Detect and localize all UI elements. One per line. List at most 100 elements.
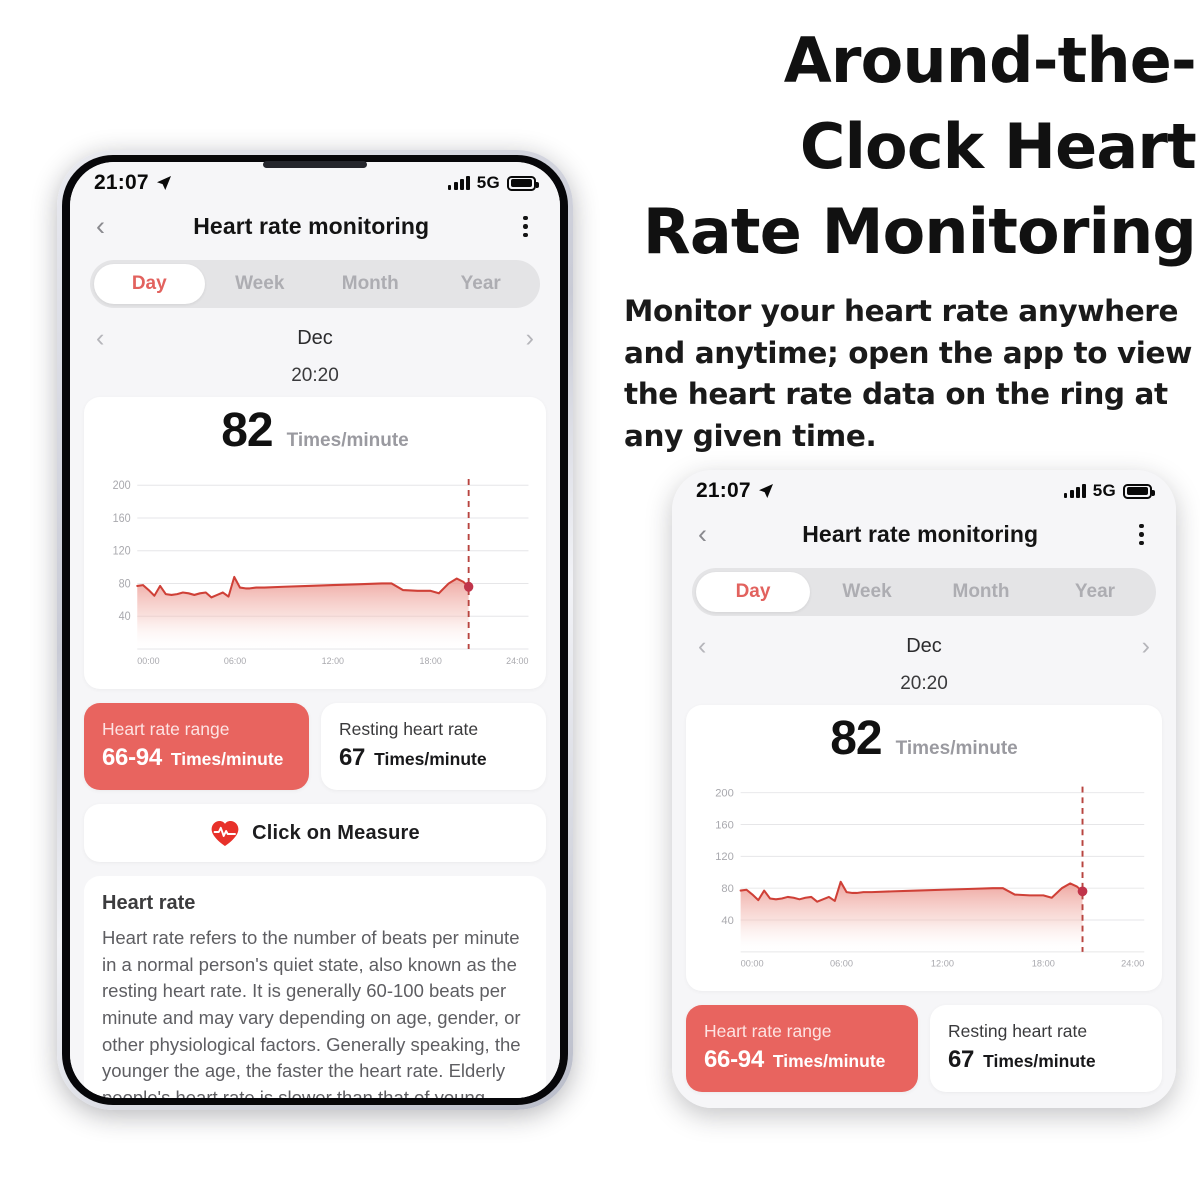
heart-rate-range-card[interactable]: Heart rate range 66-94 Times/minute [84, 703, 309, 790]
stat-unit: Times/minute [772, 1051, 886, 1071]
svg-text:06:00: 06:00 [830, 958, 853, 968]
bpm-unit: Times/minute [286, 430, 409, 451]
next-date-button[interactable]: › [525, 324, 534, 352]
more-vertical-icon[interactable] [517, 214, 534, 240]
resting-heart-rate-card[interactable]: Resting heart rate 67 Times/minute [930, 1005, 1162, 1092]
battery-full-icon [1123, 483, 1155, 499]
bpm-value: 82 [221, 404, 273, 457]
heart-rate-chart-card: 82 Times/minute 200 160 120 80 40 00:00 06:00 1… [84, 397, 546, 689]
battery-full-icon [507, 175, 539, 191]
svg-text:80: 80 [721, 883, 733, 895]
svg-text:200: 200 [715, 788, 734, 800]
stat-number: 67 [339, 744, 366, 771]
tab-week[interactable]: Week [842, 581, 892, 602]
screen-title: Heart rate monitoring [193, 213, 430, 239]
stat-label: Resting heart rate [339, 719, 479, 739]
heart-rate-app-secondary: 21:07 5G ‹ Heart rate monitoring Day [672, 470, 1176, 1108]
stat-number: 66-94 [704, 1046, 764, 1073]
next-date-button[interactable]: › [1141, 632, 1150, 660]
status-bar: 21:07 5G [70, 162, 560, 197]
stat-number: 66-94 [102, 744, 162, 771]
svg-text:00:00: 00:00 [137, 656, 159, 666]
stat-label: Heart rate range [102, 719, 230, 739]
svg-text:00:00: 00:00 [741, 958, 764, 968]
heart-rate-range-card[interactable]: Heart rate range 66-94 Times/minute [686, 1005, 918, 1092]
prev-date-button[interactable]: ‹ [96, 324, 105, 352]
screen-title: Heart rate monitoring [802, 521, 1039, 547]
current-reading: 82 Times/minute [84, 397, 546, 461]
network-label: 5G [476, 173, 500, 192]
status-bar-left: 21:07 [696, 479, 774, 503]
info-title: Heart rate [102, 892, 196, 914]
status-time: 21:07 [94, 171, 149, 194]
current-reading: 82 Times/minute [686, 705, 1162, 769]
date-label: Dec [906, 635, 942, 657]
stat-value: 66-94 Times/minute [102, 744, 291, 772]
svg-text:40: 40 [119, 611, 131, 623]
tab-day[interactable]: Day [696, 572, 810, 612]
status-time: 21:07 [696, 479, 751, 502]
status-bar-left: 21:07 [94, 171, 172, 195]
location-arrow-icon [156, 175, 172, 191]
svg-text:160: 160 [715, 819, 734, 831]
date-selector: ‹ Dec › [672, 616, 1176, 663]
svg-text:12:00: 12:00 [931, 958, 954, 968]
tab-week[interactable]: Week [235, 273, 285, 294]
status-bar-right: 5G [447, 173, 539, 193]
heart-pulse-icon [210, 820, 240, 847]
prev-date-button[interactable]: ‹ [698, 632, 707, 660]
tab-year[interactable]: Year [1074, 581, 1116, 602]
heart-rate-chart[interactable]: 200 160 120 80 40 00:00 06:00 12:00 18:00 24:00 [84, 461, 546, 689]
heart-rate-line-chart[interactable]: 200 160 120 80 40 00:00 06:00 12:00 18:00 24:00 [696, 775, 1152, 981]
marketing-body: Monitor your heart rate anywhere and any… [624, 293, 1192, 454]
page-title: Around-the- Clock Heart Rate Monitoring [642, 24, 1197, 269]
stat-unit: Times/minute [983, 1051, 1096, 1071]
app-navbar: ‹ Heart rate monitoring [70, 197, 560, 254]
measure-label: Click on Measure [252, 821, 420, 844]
tab-year[interactable]: Year [460, 273, 501, 294]
svg-text:18:00: 18:00 [1032, 958, 1055, 968]
measure-button[interactable]: Click on Measure [84, 804, 546, 862]
stat-label: Resting heart rate [948, 1021, 1088, 1041]
stat-number: 67 [948, 1046, 975, 1073]
back-button[interactable]: ‹ [698, 519, 707, 549]
svg-text:24:00: 24:00 [506, 656, 528, 666]
period-tabs: Day Week Month Year [692, 568, 1156, 616]
heart-rate-app: 21:07 5G ‹ H [70, 162, 560, 1098]
earpiece-speaker [263, 161, 367, 168]
svg-text:18:00: 18:00 [419, 656, 441, 666]
location-arrow-icon [758, 483, 774, 499]
svg-text:120: 120 [715, 851, 734, 863]
phone-bezel: 21:07 5G ‹ H [62, 155, 568, 1105]
tab-month[interactable]: Month [952, 581, 1010, 602]
phone-mockup-secondary: 21:07 5G ‹ Heart rate monitoring Day [672, 470, 1176, 1108]
bpm-value: 82 [830, 712, 882, 765]
heart-rate-line-chart[interactable]: 200 160 120 80 40 00:00 06:00 12:00 18:00 24:00 [94, 467, 536, 679]
bpm-unit: Times/minute [895, 738, 1018, 759]
tab-day[interactable]: Day [94, 264, 205, 304]
stat-value: 67 Times/minute [948, 1046, 1144, 1074]
svg-text:24:00: 24:00 [1121, 958, 1144, 968]
stat-unit: Times/minute [170, 749, 284, 769]
svg-text:80: 80 [119, 578, 131, 590]
svg-text:120: 120 [113, 545, 131, 557]
resting-heart-rate-card[interactable]: Resting heart rate 67 Times/minute [321, 703, 546, 790]
stat-cards: Heart rate range 66-94 Times/minute Rest… [686, 1005, 1162, 1092]
svg-text:160: 160 [113, 513, 131, 525]
info-body: Heart rate refers to the number of beats… [102, 927, 521, 1098]
svg-text:12:00: 12:00 [322, 656, 344, 666]
date-selector: ‹ Dec › [70, 308, 560, 355]
stat-label: Heart rate range [704, 1021, 832, 1041]
period-tabs: Day Week Month Year [90, 260, 540, 308]
phone-mockup-primary: 21:07 5G ‹ H [57, 150, 573, 1110]
stat-cards: Heart rate range 66-94 Times/minute Rest… [84, 703, 546, 790]
status-bar-right: 5G [1063, 481, 1155, 501]
tab-month[interactable]: Month [341, 273, 399, 294]
reading-timestamp: 20:20 [291, 365, 339, 386]
back-button[interactable]: ‹ [96, 211, 105, 241]
heart-rate-info-card: Heart rate Heart rate refers to the numb… [84, 876, 546, 1098]
marketing-copy: Around-the- Clock Heart Rate Monitoring … [624, 18, 1197, 458]
heart-rate-chart[interactable]: 200 160 120 80 40 00:00 06:00 12:00 18:00 24:00 [686, 769, 1162, 991]
app-navbar: ‹ Heart rate monitoring [672, 505, 1176, 562]
more-vertical-icon[interactable] [1133, 522, 1150, 548]
